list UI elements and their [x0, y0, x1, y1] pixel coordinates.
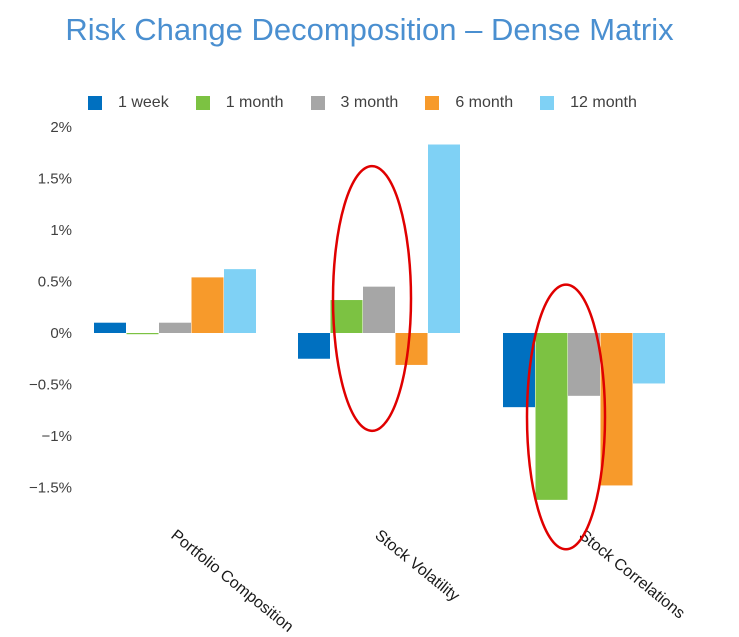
legend-item: 12 month: [540, 94, 637, 112]
bar: [94, 322, 126, 333]
legend-swatch: [88, 96, 102, 110]
bar: [568, 333, 600, 396]
bar: [224, 269, 256, 333]
legend-label: 12 month: [570, 94, 637, 111]
bar: [395, 333, 428, 365]
x-category-label: Stock Volatility: [371, 527, 462, 605]
legend-swatch: [425, 96, 440, 110]
x-category-label: Stock Correlations: [575, 527, 687, 622]
legend-item: 3 month: [310, 94, 399, 112]
legend-label: 1 week: [118, 94, 169, 111]
legend-item: 1 week: [88, 94, 169, 112]
y-tick-label: 0.5%: [38, 274, 72, 291]
bar: [428, 144, 460, 333]
legend: 1 week 1 month 3 month 6 month 12 month: [88, 90, 664, 116]
legend-label: 3 month: [340, 94, 399, 111]
legend-label: 6 month: [455, 94, 514, 111]
bar: [535, 333, 568, 500]
bar: [126, 333, 159, 335]
legend-swatch: [540, 96, 555, 110]
y-tick-label: 0%: [50, 325, 72, 342]
legend-swatch: [310, 96, 325, 110]
legend-label: 1 month: [225, 94, 284, 111]
x-category-label: Portfolio Composition: [167, 527, 296, 636]
highlight-ellipse: [525, 283, 607, 551]
legend-item: 6 month: [425, 94, 513, 112]
y-tick-label: 1%: [50, 222, 72, 239]
bar: [191, 277, 224, 333]
bar: [298, 333, 330, 359]
legend-item: 1 month: [195, 94, 284, 112]
y-tick-label: −1.5%: [29, 480, 72, 497]
bar: [330, 300, 363, 333]
y-tick-label: −1%: [42, 428, 72, 445]
bar: [633, 333, 665, 384]
y-tick-label: −0.5%: [29, 377, 72, 394]
highlight-ellipse: [331, 164, 413, 433]
y-tick-label: 2%: [50, 119, 72, 136]
legend-swatch: [195, 96, 210, 110]
bar: [159, 322, 191, 333]
bar: [363, 286, 395, 333]
y-tick-label: 1.5%: [38, 171, 72, 188]
chart-title: Risk Change Decomposition – Dense Matrix: [65, 12, 674, 47]
